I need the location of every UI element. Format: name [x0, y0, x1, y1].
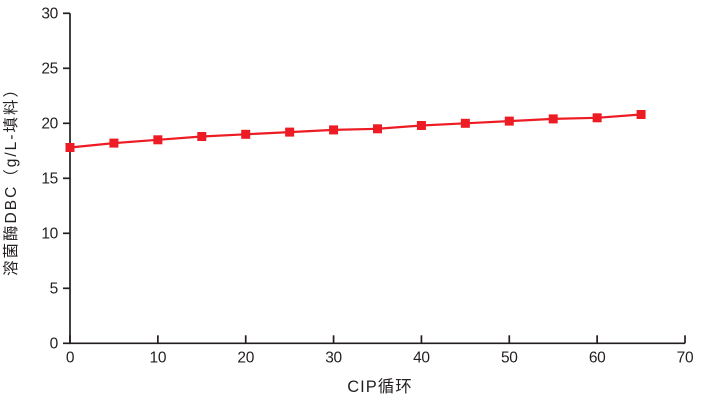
x-tick-label: 0 [66, 349, 75, 366]
y-tick-label: 25 [41, 61, 58, 78]
data-point-marker [504, 116, 514, 126]
data-point-marker [636, 110, 646, 119]
y-tick-label: 5 [50, 281, 58, 298]
tick-marks [63, 12, 686, 345]
data-point-marker [285, 127, 295, 137]
data-point-marker [153, 135, 163, 145]
data-series [65, 110, 646, 152]
x-tick-label: 20 [237, 349, 254, 366]
data-point-marker [65, 143, 75, 152]
y-tick-label: 10 [41, 226, 58, 243]
tick-labels: 0 5 10 15 20 25 30 0 10 20 30 40 50 60 70 [41, 6, 694, 367]
data-point-marker [109, 138, 119, 148]
axes [69, 13, 685, 345]
x-axis-label: CIP循环 [347, 377, 413, 396]
data-point-marker [548, 114, 558, 124]
y-tick-label: 0 [50, 336, 59, 353]
y-tick-label: 15 [41, 171, 58, 188]
y-tick-label: 20 [41, 116, 58, 133]
x-tick-label: 40 [413, 349, 430, 366]
y-tick-label: 30 [41, 6, 58, 23]
data-point-marker [329, 125, 339, 135]
series-line [69, 113, 642, 149]
data-point-marker [592, 113, 602, 123]
data-point-marker [460, 118, 470, 128]
axis-spines [69, 13, 685, 345]
x-tick-label: 50 [501, 349, 518, 366]
data-point-marker [241, 129, 251, 139]
data-point-marker [373, 124, 382, 134]
x-tick-label: 10 [150, 349, 167, 366]
x-tick-label: 70 [677, 349, 694, 366]
y-axis-label: 溶菌酶DBC（g/L-填料） [2, 80, 20, 276]
x-tick-label: 30 [325, 349, 342, 366]
x-tick-label: 60 [589, 349, 606, 366]
data-point-marker [197, 132, 207, 141]
data-point-marker [416, 121, 426, 130]
